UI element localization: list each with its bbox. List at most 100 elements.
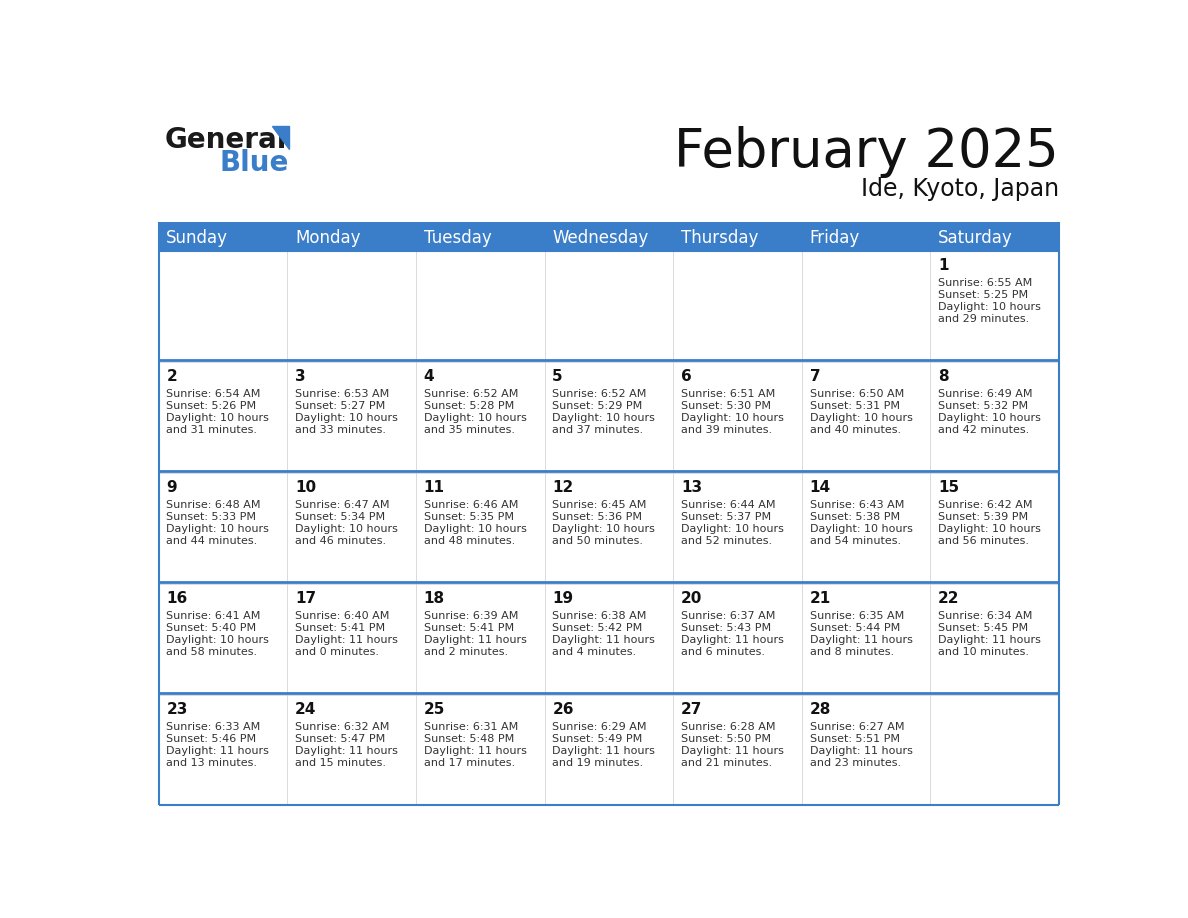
Text: Sunset: 5:41 PM: Sunset: 5:41 PM (295, 623, 385, 633)
Bar (158, 584, 287, 695)
Text: 6: 6 (681, 369, 691, 385)
Text: Daylight: 11 hours: Daylight: 11 hours (424, 635, 526, 645)
Bar (158, 222, 1060, 226)
Text: Sunset: 5:45 PM: Sunset: 5:45 PM (939, 623, 1029, 633)
Text: Daylight: 11 hours: Daylight: 11 hours (295, 635, 398, 645)
Text: and 35 minutes.: and 35 minutes. (424, 425, 514, 435)
Bar (416, 695, 544, 805)
Bar (416, 251, 544, 362)
Bar (158, 226, 1060, 251)
Bar (802, 695, 930, 805)
Bar (287, 362, 416, 473)
Text: 18: 18 (424, 591, 444, 606)
Text: Sunrise: 6:29 AM: Sunrise: 6:29 AM (552, 722, 646, 733)
Text: Sunrise: 6:35 AM: Sunrise: 6:35 AM (809, 611, 904, 621)
Text: and 0 minutes.: and 0 minutes. (295, 647, 379, 657)
Text: and 21 minutes.: and 21 minutes. (681, 758, 772, 768)
Text: Daylight: 10 hours: Daylight: 10 hours (424, 413, 526, 423)
Text: 7: 7 (809, 369, 820, 385)
Text: and 8 minutes.: and 8 minutes. (809, 647, 893, 657)
Text: 14: 14 (809, 480, 830, 496)
Text: and 2 minutes.: and 2 minutes. (424, 647, 507, 657)
Text: February 2025: February 2025 (675, 126, 1060, 177)
Bar (416, 473, 544, 584)
Text: Daylight: 10 hours: Daylight: 10 hours (939, 524, 1041, 534)
Text: and 44 minutes.: and 44 minutes. (166, 536, 258, 546)
Text: Sunrise: 6:27 AM: Sunrise: 6:27 AM (809, 722, 904, 733)
Text: and 40 minutes.: and 40 minutes. (809, 425, 901, 435)
Text: Sunset: 5:42 PM: Sunset: 5:42 PM (552, 623, 643, 633)
Text: Daylight: 10 hours: Daylight: 10 hours (939, 413, 1041, 423)
Text: Daylight: 10 hours: Daylight: 10 hours (939, 302, 1041, 312)
Text: Daylight: 10 hours: Daylight: 10 hours (809, 524, 912, 534)
Text: Daylight: 10 hours: Daylight: 10 hours (552, 524, 655, 534)
Text: Daylight: 11 hours: Daylight: 11 hours (552, 746, 655, 756)
Text: Sunset: 5:50 PM: Sunset: 5:50 PM (681, 734, 771, 744)
Text: Sunrise: 6:52 AM: Sunrise: 6:52 AM (424, 389, 518, 399)
Text: 28: 28 (809, 702, 830, 717)
Bar (802, 251, 930, 362)
Text: Sunday: Sunday (166, 230, 228, 247)
Text: Sunset: 5:43 PM: Sunset: 5:43 PM (681, 623, 771, 633)
Text: and 13 minutes.: and 13 minutes. (166, 758, 258, 768)
Text: 5: 5 (552, 369, 563, 385)
Text: Ide, Kyoto, Japan: Ide, Kyoto, Japan (861, 177, 1060, 201)
Text: Daylight: 11 hours: Daylight: 11 hours (939, 635, 1041, 645)
Text: Blue: Blue (219, 149, 289, 176)
Text: Sunset: 5:33 PM: Sunset: 5:33 PM (166, 512, 257, 522)
Text: Sunrise: 6:31 AM: Sunrise: 6:31 AM (424, 722, 518, 733)
Text: and 10 minutes.: and 10 minutes. (939, 647, 1029, 657)
Text: Daylight: 11 hours: Daylight: 11 hours (809, 746, 912, 756)
Text: and 46 minutes.: and 46 minutes. (295, 536, 386, 546)
Text: 16: 16 (166, 591, 188, 606)
Text: and 52 minutes.: and 52 minutes. (681, 536, 772, 546)
Bar (674, 695, 802, 805)
Text: and 56 minutes.: and 56 minutes. (939, 536, 1029, 546)
Text: Sunset: 5:38 PM: Sunset: 5:38 PM (809, 512, 899, 522)
Text: Sunset: 5:30 PM: Sunset: 5:30 PM (681, 401, 771, 411)
Text: 1: 1 (939, 258, 949, 274)
Text: Daylight: 10 hours: Daylight: 10 hours (681, 524, 784, 534)
Bar (674, 362, 802, 473)
Text: Sunset: 5:27 PM: Sunset: 5:27 PM (295, 401, 385, 411)
Text: Sunrise: 6:46 AM: Sunrise: 6:46 AM (424, 500, 518, 510)
Text: 17: 17 (295, 591, 316, 606)
Bar (544, 473, 674, 584)
Text: Sunset: 5:35 PM: Sunset: 5:35 PM (424, 512, 513, 522)
Text: and 42 minutes.: and 42 minutes. (939, 425, 1030, 435)
Bar (544, 695, 674, 805)
Text: Tuesday: Tuesday (424, 230, 492, 247)
Text: Sunrise: 6:42 AM: Sunrise: 6:42 AM (939, 500, 1032, 510)
Text: Saturday: Saturday (939, 230, 1013, 247)
Bar (158, 362, 287, 473)
Text: 19: 19 (552, 591, 574, 606)
Text: and 6 minutes.: and 6 minutes. (681, 647, 765, 657)
Text: and 33 minutes.: and 33 minutes. (295, 425, 386, 435)
Bar (287, 584, 416, 695)
Bar (544, 584, 674, 695)
Text: 25: 25 (424, 702, 446, 717)
Text: and 19 minutes.: and 19 minutes. (552, 758, 644, 768)
Text: Daylight: 10 hours: Daylight: 10 hours (681, 413, 784, 423)
Text: Monday: Monday (295, 230, 360, 247)
Text: Daylight: 11 hours: Daylight: 11 hours (166, 746, 270, 756)
Bar (930, 362, 1060, 473)
Bar (416, 362, 544, 473)
Text: Friday: Friday (809, 230, 860, 247)
Text: Daylight: 10 hours: Daylight: 10 hours (809, 413, 912, 423)
Text: 22: 22 (939, 591, 960, 606)
Text: Sunset: 5:41 PM: Sunset: 5:41 PM (424, 623, 513, 633)
Text: Sunrise: 6:33 AM: Sunrise: 6:33 AM (166, 722, 260, 733)
Text: 3: 3 (295, 369, 305, 385)
Text: Daylight: 10 hours: Daylight: 10 hours (552, 413, 655, 423)
Text: Sunset: 5:47 PM: Sunset: 5:47 PM (295, 734, 385, 744)
Text: 21: 21 (809, 591, 830, 606)
Text: and 50 minutes.: and 50 minutes. (552, 536, 643, 546)
Text: 12: 12 (552, 480, 574, 496)
Text: Sunset: 5:49 PM: Sunset: 5:49 PM (552, 734, 643, 744)
Text: 27: 27 (681, 702, 702, 717)
Bar (158, 695, 287, 805)
Text: and 48 minutes.: and 48 minutes. (424, 536, 514, 546)
Text: Sunrise: 6:45 AM: Sunrise: 6:45 AM (552, 500, 646, 510)
Text: Daylight: 10 hours: Daylight: 10 hours (166, 413, 270, 423)
